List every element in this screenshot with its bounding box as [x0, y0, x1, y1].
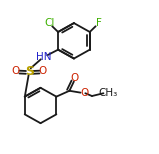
Text: S: S — [25, 65, 34, 78]
Text: Cl: Cl — [44, 18, 55, 28]
Text: O: O — [70, 73, 79, 83]
Text: O: O — [12, 66, 20, 76]
Text: O: O — [80, 88, 88, 98]
Text: F: F — [96, 18, 101, 28]
Text: CH₃: CH₃ — [98, 88, 118, 98]
Text: O: O — [39, 66, 47, 76]
Text: HN: HN — [36, 52, 52, 61]
